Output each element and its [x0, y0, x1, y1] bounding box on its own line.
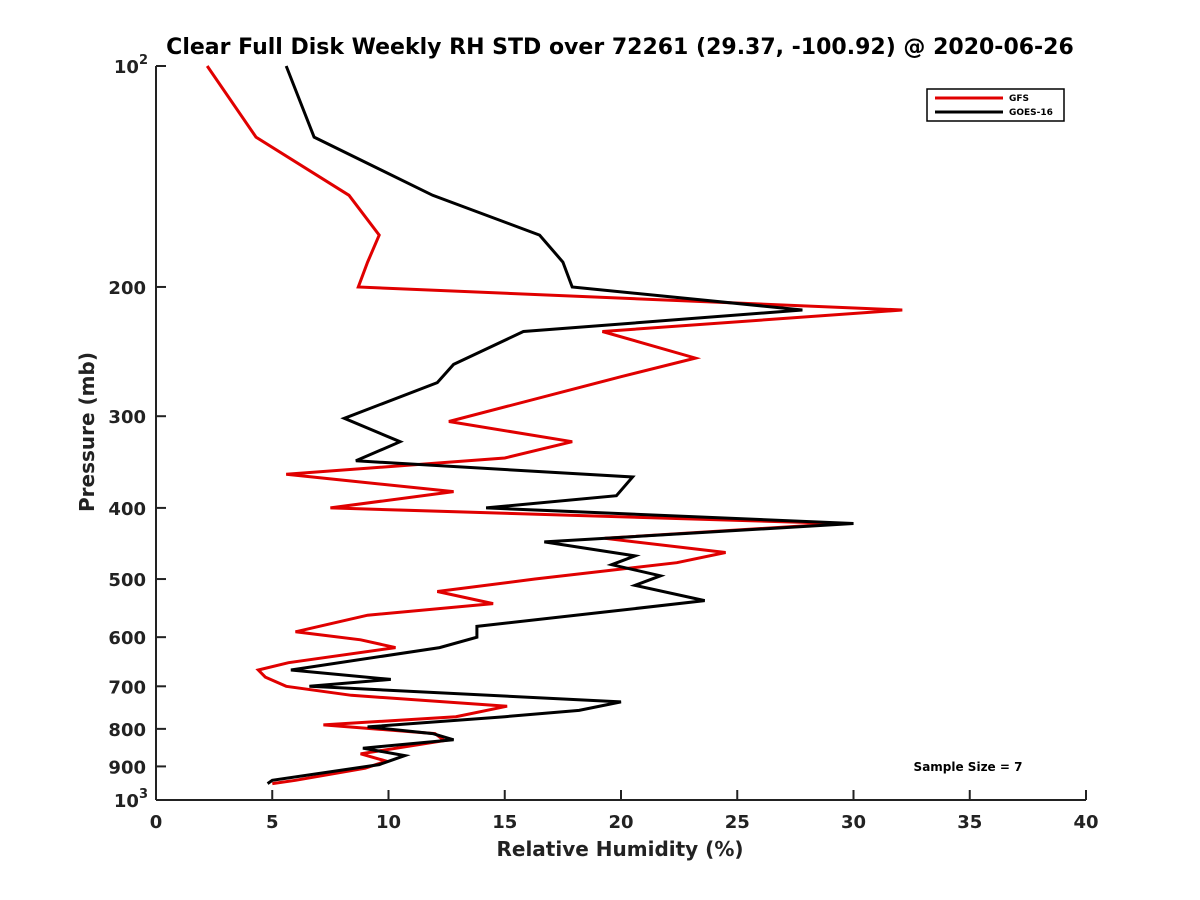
legend-box	[926, 88, 1065, 122]
y-tick-label: 800	[108, 720, 146, 741]
y-tick-label: 300	[108, 407, 146, 428]
y-tick-label: 102	[114, 53, 148, 78]
x-tick-label: 5	[266, 812, 279, 833]
y-tick-label: 700	[108, 677, 146, 698]
y-tick-label: 103	[114, 787, 148, 812]
series-layer	[205, 65, 903, 786]
x-tick-label: 25	[725, 812, 750, 833]
y-tick-label: 200	[108, 278, 146, 299]
sample-size-annotation: Sample Size = 7	[914, 760, 1023, 774]
x-tick-label: 30	[841, 812, 866, 833]
series-line-gfs	[205, 65, 903, 786]
axes: 0 5 10 15 20 25 30 35 40 102 200 300 400 500 600 700 800…	[108, 53, 1098, 833]
y-tick-label: 400	[108, 499, 146, 520]
x-axis-label: Relative Humidity (%)	[496, 837, 743, 861]
x-tick-label: 15	[492, 812, 517, 833]
legend: GFS GOES-16	[926, 88, 1065, 122]
x-tick-label: 20	[608, 812, 633, 833]
x-tick-label: 0	[150, 812, 163, 833]
y-tick-label: 600	[108, 628, 146, 649]
y-axis-label: Pressure (mb)	[75, 352, 99, 512]
legend-label: GFS	[1009, 94, 1029, 104]
y-tick-label: 900	[108, 757, 146, 778]
chart-title: Clear Full Disk Weekly RH STD over 72261…	[166, 35, 1074, 60]
x-tick-label: 40	[1073, 812, 1098, 833]
y-tick-label: 500	[108, 570, 146, 591]
series-line-goes-16	[266, 65, 854, 785]
x-tick-label: 35	[957, 812, 982, 833]
legend-label: GOES-16	[1009, 108, 1053, 118]
x-tick-label: 10	[376, 812, 401, 833]
